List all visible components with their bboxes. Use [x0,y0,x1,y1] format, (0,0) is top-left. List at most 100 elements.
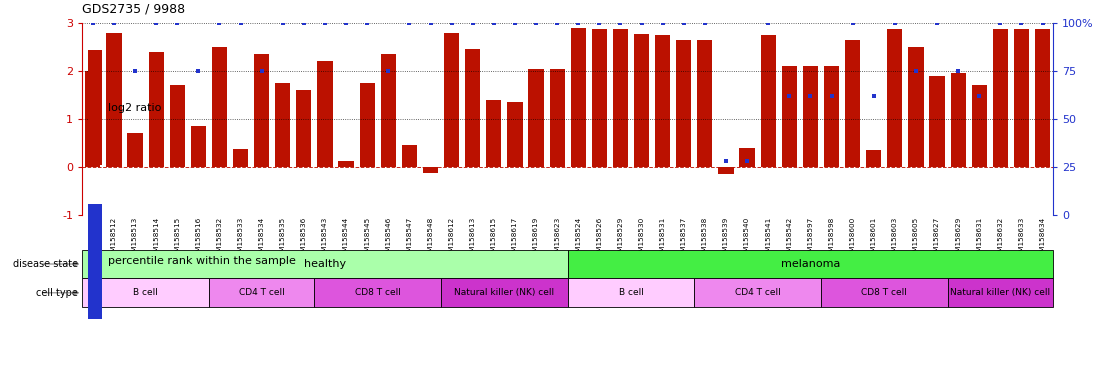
Bar [568,278,694,307]
Bar [591,29,607,167]
Point [105,20,123,26]
Bar [86,71,101,167]
Point [190,68,207,74]
Text: B cell: B cell [619,288,644,297]
Bar [465,50,480,167]
Text: GDS2735 / 9988: GDS2735 / 9988 [82,2,185,15]
Text: CD4 T cell: CD4 T cell [735,288,781,297]
Bar [1034,29,1050,167]
Bar [381,54,396,167]
Text: B cell: B cell [133,288,158,297]
Bar [676,40,691,167]
Bar [694,278,821,307]
Point [337,20,354,26]
Bar [255,54,269,167]
Text: melanoma: melanoma [781,259,840,269]
Bar [821,278,948,307]
Bar [867,150,881,167]
Bar [275,83,291,167]
Point [992,20,1009,26]
Bar [760,35,776,167]
Point [759,20,777,26]
Text: percentile rank within the sample: percentile rank within the sample [108,256,295,266]
Point [84,20,102,26]
Point [823,93,840,99]
Bar [148,52,163,167]
Point [359,20,376,26]
Bar [845,40,860,167]
Point [316,20,333,26]
Text: CD8 T cell: CD8 T cell [354,288,400,297]
Bar [360,83,375,167]
Bar [887,29,903,167]
Bar [908,47,924,167]
Bar [550,69,565,167]
Bar [423,167,438,173]
Bar [782,66,796,167]
Bar [972,86,987,167]
Point [464,20,482,26]
Bar [444,33,460,167]
Bar [106,33,122,167]
Point [949,68,966,74]
Point [1033,20,1051,26]
Bar [82,278,208,307]
Point [654,20,671,26]
Point [971,93,988,99]
Bar [634,34,649,167]
Bar [529,69,544,167]
Point [569,20,587,26]
Bar [993,29,1008,167]
Bar [929,76,945,167]
Bar [655,35,670,167]
Point [211,20,228,26]
Bar [127,134,143,167]
Bar [170,86,185,167]
Point [738,158,756,164]
Point [380,68,397,74]
Point [781,93,799,99]
Bar [570,28,586,167]
Point [844,20,861,26]
Point [907,68,925,74]
Bar [296,90,312,167]
Text: Natural killer (NK) cell: Natural killer (NK) cell [950,288,1051,297]
Point [886,20,904,26]
Bar [950,73,965,167]
Point [928,20,946,26]
Point [1013,20,1030,26]
Point [253,68,271,74]
Bar [948,278,1053,307]
Point [443,20,461,26]
Bar [82,250,568,278]
Point [548,20,566,26]
Bar [568,250,1053,278]
Point [864,93,882,99]
Text: Natural killer (NK) cell: Natural killer (NK) cell [454,288,554,297]
Text: CD8 T cell: CD8 T cell [861,288,907,297]
Bar [315,278,441,307]
Bar [208,278,315,307]
Point [400,20,418,26]
Point [633,20,651,26]
Bar [613,29,629,167]
Bar [824,66,839,167]
Point [274,20,292,26]
Point [717,158,735,164]
Text: log2 ratio: log2 ratio [108,103,161,113]
Point [295,20,313,26]
Point [612,20,630,26]
Bar [486,100,501,167]
Point [506,20,523,26]
Point [802,93,819,99]
Point [675,20,692,26]
Bar [719,167,734,174]
Point [169,20,186,26]
Point [231,20,249,26]
Bar [233,149,248,167]
Point [590,20,608,26]
Bar [191,126,206,167]
Bar [1014,29,1029,167]
Point [528,20,545,26]
Text: cell type: cell type [36,288,78,298]
